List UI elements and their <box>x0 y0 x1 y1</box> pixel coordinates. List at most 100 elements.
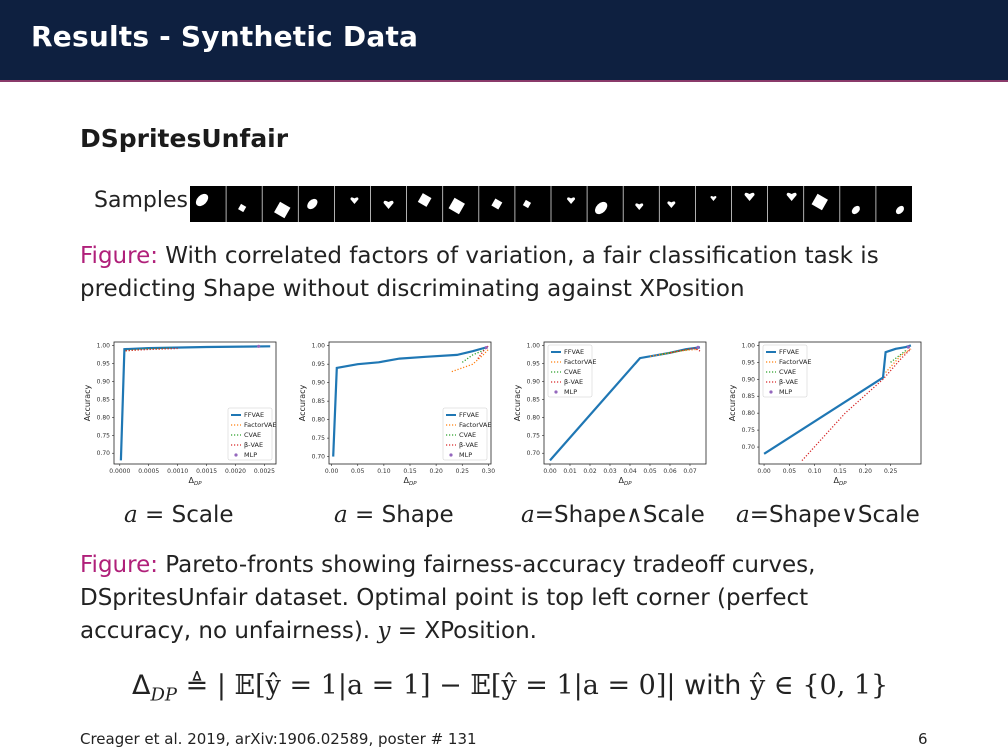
x-tick-label: 0.25 <box>884 468 898 475</box>
page-number: 6 <box>918 730 928 748</box>
sprite-square <box>417 193 432 207</box>
figure-caption-2: Figure: Pareto-fronts showing fairness-a… <box>80 549 940 648</box>
sprite-square <box>274 201 291 219</box>
x-tick-label: 0.25 <box>456 468 470 475</box>
legend-entry: FactorVAE <box>564 358 596 366</box>
y-tick-label: 0.95 <box>527 361 541 368</box>
sprite-square <box>491 198 503 210</box>
legend-entry: FactorVAE <box>779 358 811 366</box>
sample-cell <box>406 186 442 222</box>
x-tick-label: 0.06 <box>663 468 677 475</box>
section-title: DSpritesUnfair <box>80 124 289 153</box>
legend-entry: CVAE <box>459 431 476 439</box>
legend-entry: β-VAE <box>564 378 583 386</box>
pareto-plot-scale: 0.70 0.75 0.80 0.85 0.90 0.95 1.00 0.0000 0.0005… <box>80 334 284 486</box>
y-tick-label: 0.75 <box>97 432 111 439</box>
y-tick-label: 0.95 <box>312 361 326 368</box>
y-tick-label: 0.80 <box>527 414 541 421</box>
caption-2-line1: Pareto-fronts showing fairness-accuracy … <box>165 552 816 578</box>
y-tick-label: 0.70 <box>527 450 541 457</box>
series-line-vae <box>125 347 178 352</box>
y-tick-label: 0.90 <box>312 380 326 387</box>
sprite-square <box>811 193 828 211</box>
caption-1-text: With correlated factors of variation, a … <box>80 243 879 302</box>
caption-2-y-var: y <box>377 618 391 644</box>
sample-cell <box>767 186 803 222</box>
sample-cell <box>586 186 623 222</box>
series-line-ffvae <box>763 344 912 455</box>
y-axis-label: Accuracy <box>298 384 307 421</box>
y-tick-label: 0.90 <box>742 376 756 383</box>
x-tick-label: 0.0025 <box>254 468 275 475</box>
x-tick-label: 0.05 <box>783 468 797 475</box>
x-tick-label: 0.10 <box>377 468 391 475</box>
y-axis-label: Accuracy <box>83 384 92 421</box>
x-tick-label: 0.15 <box>403 468 417 475</box>
x-tick-label: 0.05 <box>643 468 657 475</box>
legend-entry: MLP <box>459 451 472 459</box>
y-tick-label: 0.80 <box>742 410 756 417</box>
y-tick-label: 0.80 <box>97 414 111 421</box>
sprite-heart <box>710 196 717 201</box>
series-line-ffvae <box>119 345 271 461</box>
y-tick-label: 0.90 <box>527 378 541 385</box>
x-tick-label: 0.15 <box>833 468 847 475</box>
x-tick-label: 0.00 <box>757 468 771 475</box>
mlp-point <box>257 344 261 348</box>
x-tick-label: 0.02 <box>583 468 597 475</box>
legend-entry: MLP <box>779 388 792 396</box>
mlp-point <box>696 345 700 349</box>
y-tick-label: 1.00 <box>527 343 541 350</box>
plot-legend: FFVAE FactorVAE CVAE β-VAE MLP <box>762 344 811 398</box>
sample-cell <box>333 186 370 222</box>
sprite-ellipse <box>595 201 608 215</box>
y-tick-label: 0.95 <box>742 359 756 366</box>
sample-cell <box>875 186 911 222</box>
plot-label-shape-or-scale: a=Shape∨Scale <box>736 502 920 528</box>
sample-cell <box>297 186 334 222</box>
sample-cell <box>694 186 731 222</box>
pareto-plot-shape-and-scale: 0.70 0.75 0.80 0.85 0.90 0.95 1.00 0.00 0.01 0.02… <box>510 334 714 486</box>
sample-cell <box>839 186 875 222</box>
series-line-factorvae <box>885 348 912 373</box>
sample-cell <box>190 186 226 222</box>
legend-entry: CVAE <box>564 368 581 376</box>
plot-frame <box>543 341 707 465</box>
legend-entry: β-VAE <box>459 441 478 449</box>
x-axis-label: ΔDP <box>618 476 632 486</box>
x-tick-label: 0.00 <box>543 468 557 475</box>
plot-legend: FFVAE FactorVAE CVAE β-VAE MLP <box>547 344 596 398</box>
sample-cell <box>803 186 839 222</box>
x-tick-label: 0.05 <box>351 468 365 475</box>
legend-entry: FFVAE <box>459 411 479 419</box>
sprite-heart <box>635 203 644 210</box>
delta-dp-formula: ΔDP ≜ | 𝔼[ŷ = 1|a = 1] − 𝔼[ŷ = 1|a = 0]|… <box>132 670 889 706</box>
x-tick-label: 0.0020 <box>225 468 246 475</box>
slide-header: Results - Synthetic Data <box>0 0 1008 82</box>
y-tick-label: 0.70 <box>97 450 111 457</box>
y-axis-label: Accuracy <box>728 384 737 421</box>
figure-caption-1: Figure: With correlated factors of varia… <box>80 240 940 306</box>
legend-entry: β-VAE <box>244 441 263 449</box>
plot-legend: FFVAE FactorVAE CVAE β-VAE MLP <box>227 407 276 461</box>
y-tick-label: 0.85 <box>742 393 756 400</box>
legend-entry: FFVAE <box>244 411 264 419</box>
legend-entry: CVAE <box>779 368 796 376</box>
legend-entry: β-VAE <box>779 378 798 386</box>
x-axis-label: ΔDP <box>188 476 202 486</box>
sample-cell <box>261 186 298 222</box>
y-tick-label: 1.00 <box>97 343 111 350</box>
x-tick-label: 0.07 <box>683 468 697 475</box>
sample-cell <box>370 186 406 222</box>
sample-cell <box>442 186 478 222</box>
y-tick-label: 0.90 <box>97 378 111 385</box>
footer-citation: Creager et al. 2019, arXiv:1906.02589, p… <box>80 730 477 748</box>
x-tick-label: 0.0000 <box>109 468 130 475</box>
sample-cell <box>550 186 587 222</box>
x-tick-label: 0.0010 <box>167 468 188 475</box>
y-tick-label: 0.70 <box>312 454 326 461</box>
series-line-cvae <box>659 348 691 356</box>
sprite-heart <box>567 197 576 204</box>
y-tick-label: 0.95 <box>97 361 111 368</box>
caption-1-prefix: Figure: <box>80 243 158 269</box>
